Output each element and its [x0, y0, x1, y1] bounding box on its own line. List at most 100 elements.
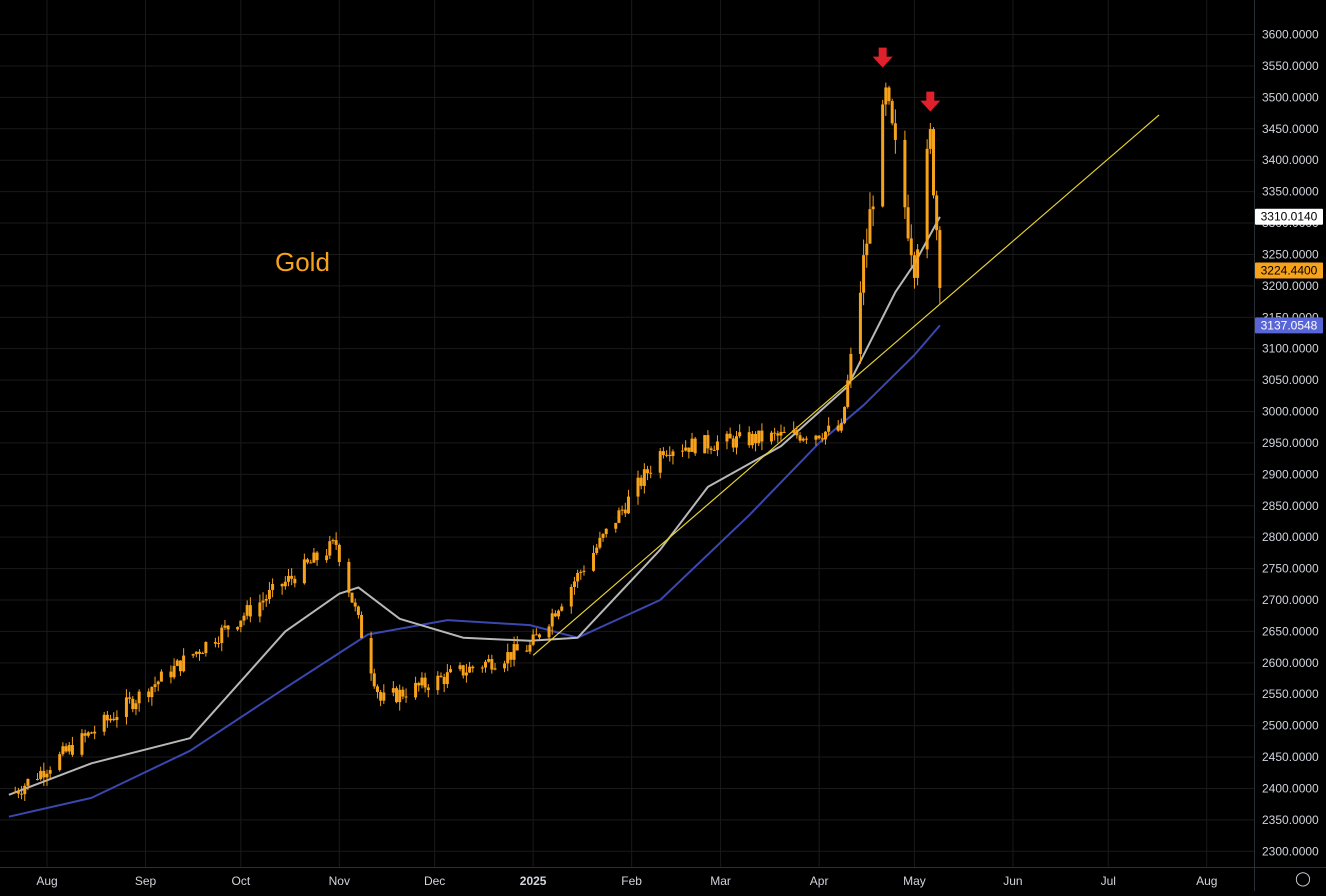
candle-body — [693, 438, 697, 454]
candle-body — [515, 644, 519, 651]
candle-body — [928, 129, 932, 149]
candle-body — [906, 207, 910, 239]
price-badge — [1255, 262, 1323, 279]
time-tick-label: Aug — [1196, 874, 1217, 888]
candle-body — [868, 209, 872, 244]
price-badge-label: 3310.0140 — [1261, 210, 1318, 224]
candle-body — [302, 559, 306, 584]
candle-body — [449, 669, 453, 673]
price-tick-label: 2350.0000 — [1262, 813, 1319, 827]
candle-body — [204, 642, 208, 654]
candle-body — [172, 665, 176, 678]
candle-body — [153, 684, 157, 687]
candle-body — [483, 661, 487, 668]
candle-body — [353, 602, 357, 607]
candle-body — [115, 717, 119, 721]
candle-body — [283, 581, 287, 587]
candle-body — [512, 644, 516, 660]
candle-body — [747, 432, 751, 446]
candle-body — [191, 654, 195, 656]
down-arrow-icon — [920, 91, 941, 112]
price-tick-label: 3200.0000 — [1262, 279, 1319, 293]
candle-body — [792, 430, 796, 433]
price-tick-label: 2800.0000 — [1262, 530, 1319, 544]
candle-body — [817, 435, 821, 439]
candle-body — [909, 238, 913, 256]
candle-body — [217, 643, 221, 645]
candle-body — [350, 592, 354, 603]
price-badge — [1255, 317, 1323, 334]
candle-body — [61, 746, 65, 755]
candle-body — [642, 469, 646, 486]
candle-body — [604, 528, 608, 535]
candle-body — [369, 638, 373, 674]
candle-body — [671, 451, 675, 457]
moving-averages — [8, 216, 941, 818]
candle-body — [423, 677, 427, 688]
candle-body — [442, 676, 446, 685]
chart-settings-icon[interactable]: ◯ — [1295, 870, 1311, 886]
candle-body — [846, 380, 850, 407]
candle-body — [137, 691, 141, 704]
time-tick-label: Mar — [710, 874, 731, 888]
time-tick-label: Oct — [231, 874, 250, 888]
candle-body — [86, 732, 90, 736]
candle-body — [576, 572, 580, 582]
candle-body — [175, 660, 179, 666]
candle-body — [261, 600, 265, 603]
price-tick-label: 2850.0000 — [1262, 499, 1319, 513]
candle-body — [776, 433, 780, 436]
candle-body — [893, 123, 897, 140]
candle-body — [579, 571, 583, 573]
candle-body — [887, 87, 891, 102]
candle-body — [760, 430, 764, 442]
candle-body — [169, 671, 173, 678]
candles — [13, 82, 942, 801]
candle-body — [509, 652, 513, 660]
candle-body — [595, 547, 599, 553]
grid — [0, 0, 1254, 867]
time-tick-label: Sep — [135, 874, 157, 888]
candle-body — [312, 552, 316, 563]
candle-body — [156, 681, 160, 685]
candle-body — [20, 793, 24, 795]
candle-body — [849, 353, 853, 381]
candle-body — [598, 537, 602, 548]
candle-body — [480, 667, 484, 669]
candle-body — [858, 292, 862, 354]
sma-slow-line — [8, 324, 941, 818]
time-tick-label: Jul — [1101, 874, 1116, 888]
candle-body — [836, 425, 840, 431]
candle-body — [823, 431, 827, 440]
candle-body — [881, 104, 885, 207]
candle-body — [306, 559, 310, 563]
candle-body — [680, 450, 684, 452]
candle-body — [932, 129, 935, 196]
candle-body — [293, 578, 297, 584]
candle-body — [70, 745, 74, 755]
price-badge — [1255, 208, 1323, 225]
candle-body — [801, 438, 805, 441]
candle-body — [665, 454, 669, 456]
price-badge-label: 3224.4400 — [1261, 264, 1318, 278]
price-tick-label: 3450.0000 — [1262, 122, 1319, 136]
candle-body — [290, 575, 294, 579]
candle-body — [750, 433, 754, 446]
candle-body — [414, 682, 418, 698]
candle-body — [159, 671, 163, 682]
price-badges: 3310.0140 3224.4400 3137.0548 — [1255, 208, 1323, 334]
candle-body — [706, 435, 710, 449]
price-tick-label: 2400.0000 — [1262, 781, 1319, 795]
candle-body — [935, 195, 939, 231]
candle-body — [572, 581, 576, 588]
candle-body — [814, 435, 818, 440]
candle-body — [331, 540, 335, 542]
candle-body — [347, 561, 351, 593]
candle-body — [42, 770, 46, 778]
candle-body — [124, 697, 128, 718]
candle-body — [93, 731, 97, 734]
candle-body — [267, 589, 271, 599]
candle-body — [804, 438, 808, 440]
